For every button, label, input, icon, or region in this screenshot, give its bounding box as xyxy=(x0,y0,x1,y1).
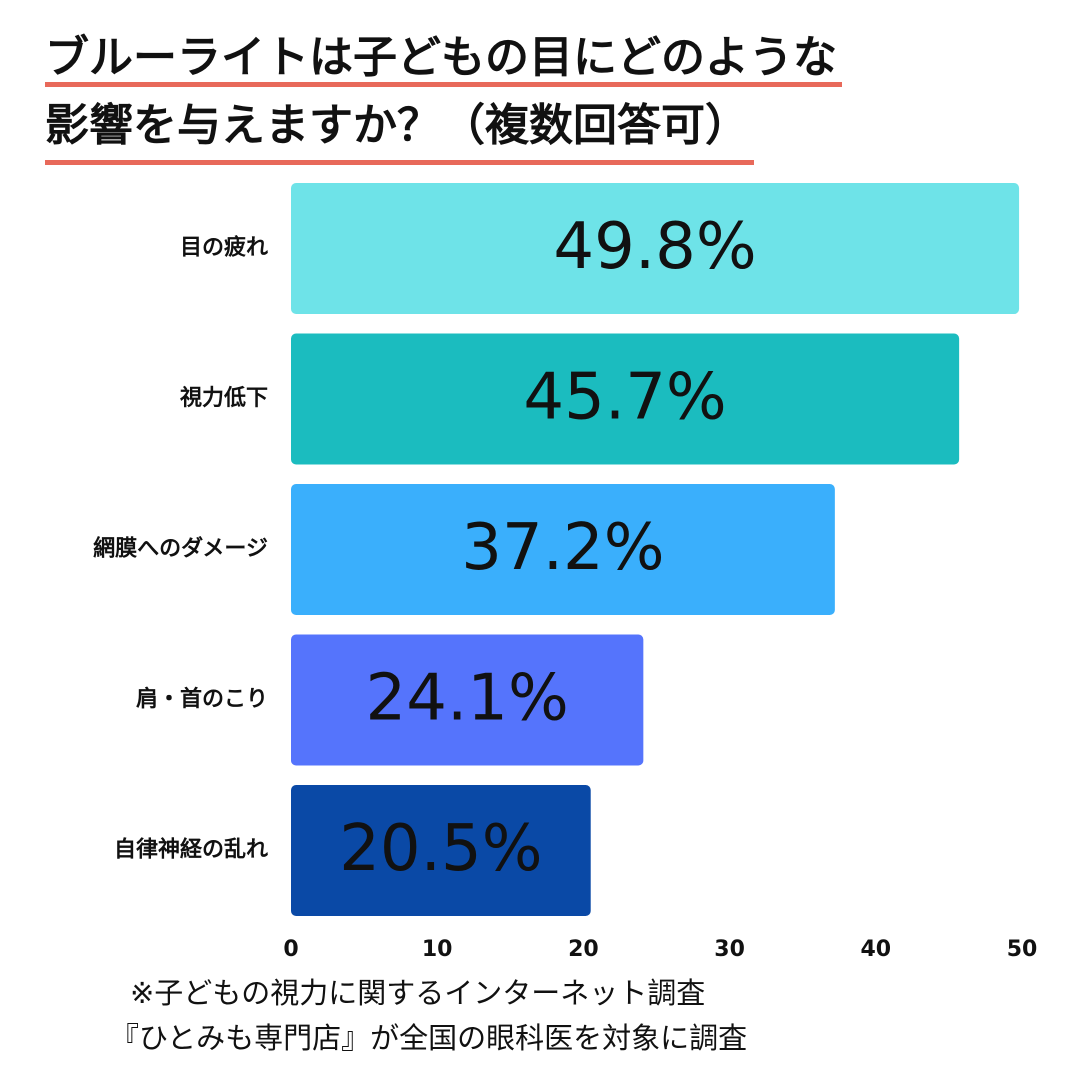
y-tick-label: 自律神経の乱れ xyxy=(114,837,268,863)
bar xyxy=(291,183,1020,314)
title-underline xyxy=(45,82,842,87)
footnote: ※子どもの視力に関するインターネット調査 xyxy=(130,976,705,1010)
value-label: 20.5% xyxy=(339,812,542,886)
footnote: 『ひとみも専門店』が全国の眼科医を対象に調査 xyxy=(110,1021,747,1055)
y-tick-label: 肩・首のこり xyxy=(136,686,268,712)
value-label: 37.2% xyxy=(461,511,664,585)
chart-title: ブルーライトは子どもの目にどのような xyxy=(45,32,837,83)
y-tick-label: 網膜へのダメージ xyxy=(93,536,268,562)
value-label: 45.7% xyxy=(523,361,726,435)
value-label: 49.8% xyxy=(553,210,756,284)
x-tick-label: 0 xyxy=(283,937,298,962)
chart-title: 影響を与えますか？（複数回答可） xyxy=(45,100,749,151)
value-label: 24.1% xyxy=(366,662,569,736)
x-tick-label: 30 xyxy=(714,937,745,962)
bar xyxy=(291,785,591,916)
bar xyxy=(291,333,960,465)
x-tick-label: 40 xyxy=(860,937,891,962)
y-tick-label: 視力低下 xyxy=(180,386,268,411)
x-tick-label: 20 xyxy=(568,937,599,962)
x-tick-label: 50 xyxy=(1007,937,1038,962)
title-underline xyxy=(45,160,754,165)
bar xyxy=(291,484,835,615)
y-tick-label: 目の疲れ xyxy=(180,235,268,261)
bar xyxy=(291,634,644,766)
x-tick-label: 10 xyxy=(422,937,453,962)
